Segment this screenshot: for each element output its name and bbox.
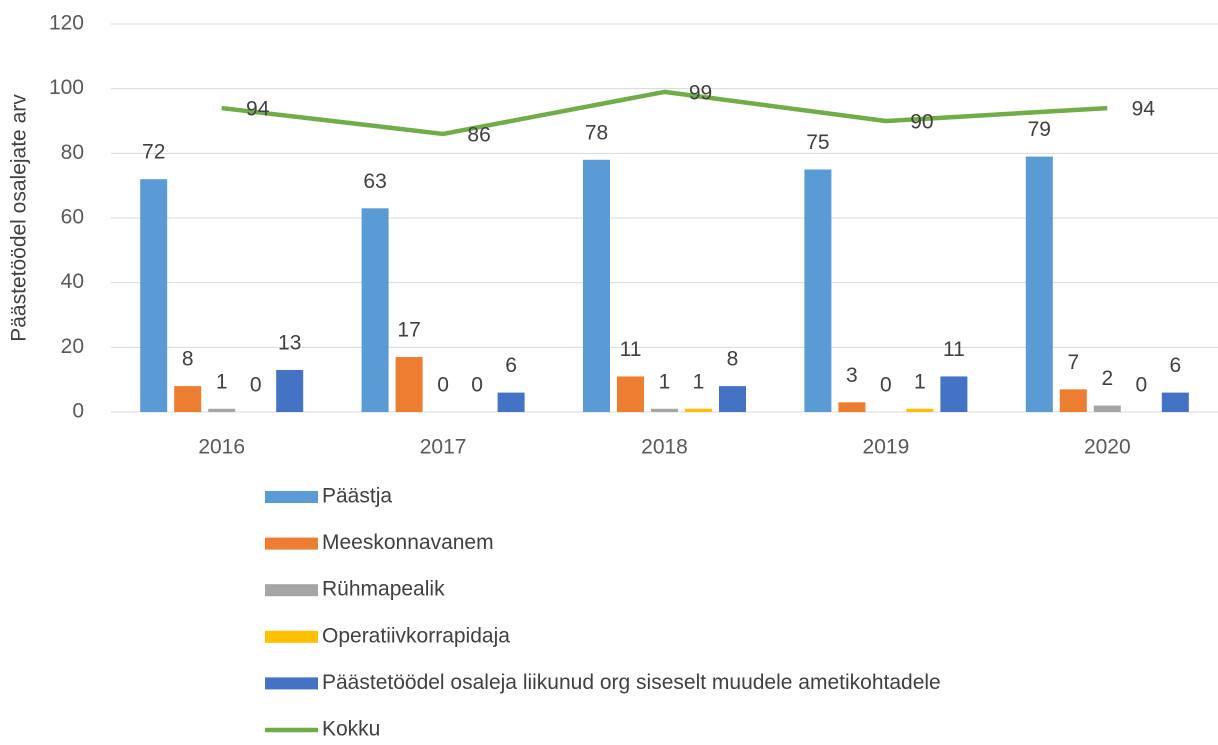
x-tick-label: 2019 [863, 436, 910, 459]
x-tick-label: 2020 [1084, 436, 1131, 459]
bar [838, 402, 866, 412]
data-label: 78 [585, 121, 608, 144]
data-label: 79 [1028, 118, 1051, 141]
y-axis-label: Päästetöödel osalejate arv [8, 94, 31, 342]
y-tick-label: 120 [49, 12, 84, 35]
x-tick-label: 2018 [641, 436, 688, 459]
data-label: 0 [1135, 374, 1147, 397]
data-label: 0 [437, 374, 449, 397]
data-label: 1 [659, 370, 671, 393]
bar [1161, 392, 1189, 412]
y-tick-label: 40 [61, 270, 84, 293]
data-label: 6 [1169, 354, 1181, 377]
data-label: 94 [1132, 98, 1156, 121]
y-tick-label: 20 [61, 335, 84, 358]
data-label: 94 [246, 98, 270, 121]
data-label: 7 [1067, 351, 1079, 374]
data-label: 11 [620, 338, 642, 361]
y-tick-label: 0 [72, 400, 84, 423]
data-label: 0 [471, 374, 483, 397]
legend-label: Päästja [322, 485, 392, 508]
bar [140, 179, 168, 412]
bar [276, 369, 304, 412]
data-label: 1 [216, 370, 228, 393]
bar [583, 159, 610, 412]
bar [1093, 405, 1121, 412]
bar [804, 169, 832, 412]
x-tick-label: 2016 [198, 436, 245, 459]
legend-swatch [265, 584, 318, 597]
data-label: 86 [467, 123, 490, 146]
data-label: 90 [910, 111, 933, 134]
y-tick-label: 100 [49, 76, 84, 99]
bar [906, 408, 934, 412]
y-tick-label: 80 [61, 141, 84, 164]
data-label: 6 [505, 354, 517, 377]
bar [174, 386, 202, 412]
data-label: 1 [914, 370, 926, 393]
data-label: 0 [250, 374, 262, 397]
data-label: 3 [846, 364, 858, 387]
data-label: 17 [397, 319, 420, 342]
bar [208, 408, 236, 412]
data-label: 1 [693, 370, 705, 393]
bar [361, 208, 389, 412]
data-label: 8 [727, 348, 739, 371]
line [221, 89, 1108, 137]
y-tick-label: 60 [61, 206, 84, 229]
bar [719, 386, 746, 412]
bar [395, 357, 423, 412]
data-label: 63 [363, 170, 386, 193]
data-label: 11 [943, 338, 965, 361]
bar [1059, 389, 1087, 412]
data-label: 99 [689, 81, 712, 104]
legend-label: Rühmapealik [322, 578, 445, 601]
x-tick-label: 2017 [420, 436, 467, 459]
data-label: 13 [278, 332, 301, 355]
legend-label: Operatiivkorrapidaja [322, 624, 510, 647]
bar [940, 376, 968, 412]
legend-swatch [265, 537, 318, 550]
legend-swatch [265, 491, 318, 503]
legend-swatch [265, 677, 318, 690]
bar [651, 408, 678, 412]
bar [497, 392, 525, 412]
data-label: 0 [880, 374, 892, 397]
data-label: 75 [806, 131, 829, 154]
legend-label: Kokku [322, 718, 380, 740]
bar [617, 376, 644, 412]
bar [685, 408, 712, 412]
legend-label: Meeskonnavanem [322, 531, 494, 554]
bar [1025, 156, 1053, 412]
legend-label: Päästetöödel osaleja liikunud org sisese… [322, 671, 941, 694]
data-label: 72 [142, 141, 165, 164]
legend-swatch [265, 630, 318, 643]
data-label: 8 [182, 348, 194, 371]
data-label: 2 [1101, 367, 1113, 390]
